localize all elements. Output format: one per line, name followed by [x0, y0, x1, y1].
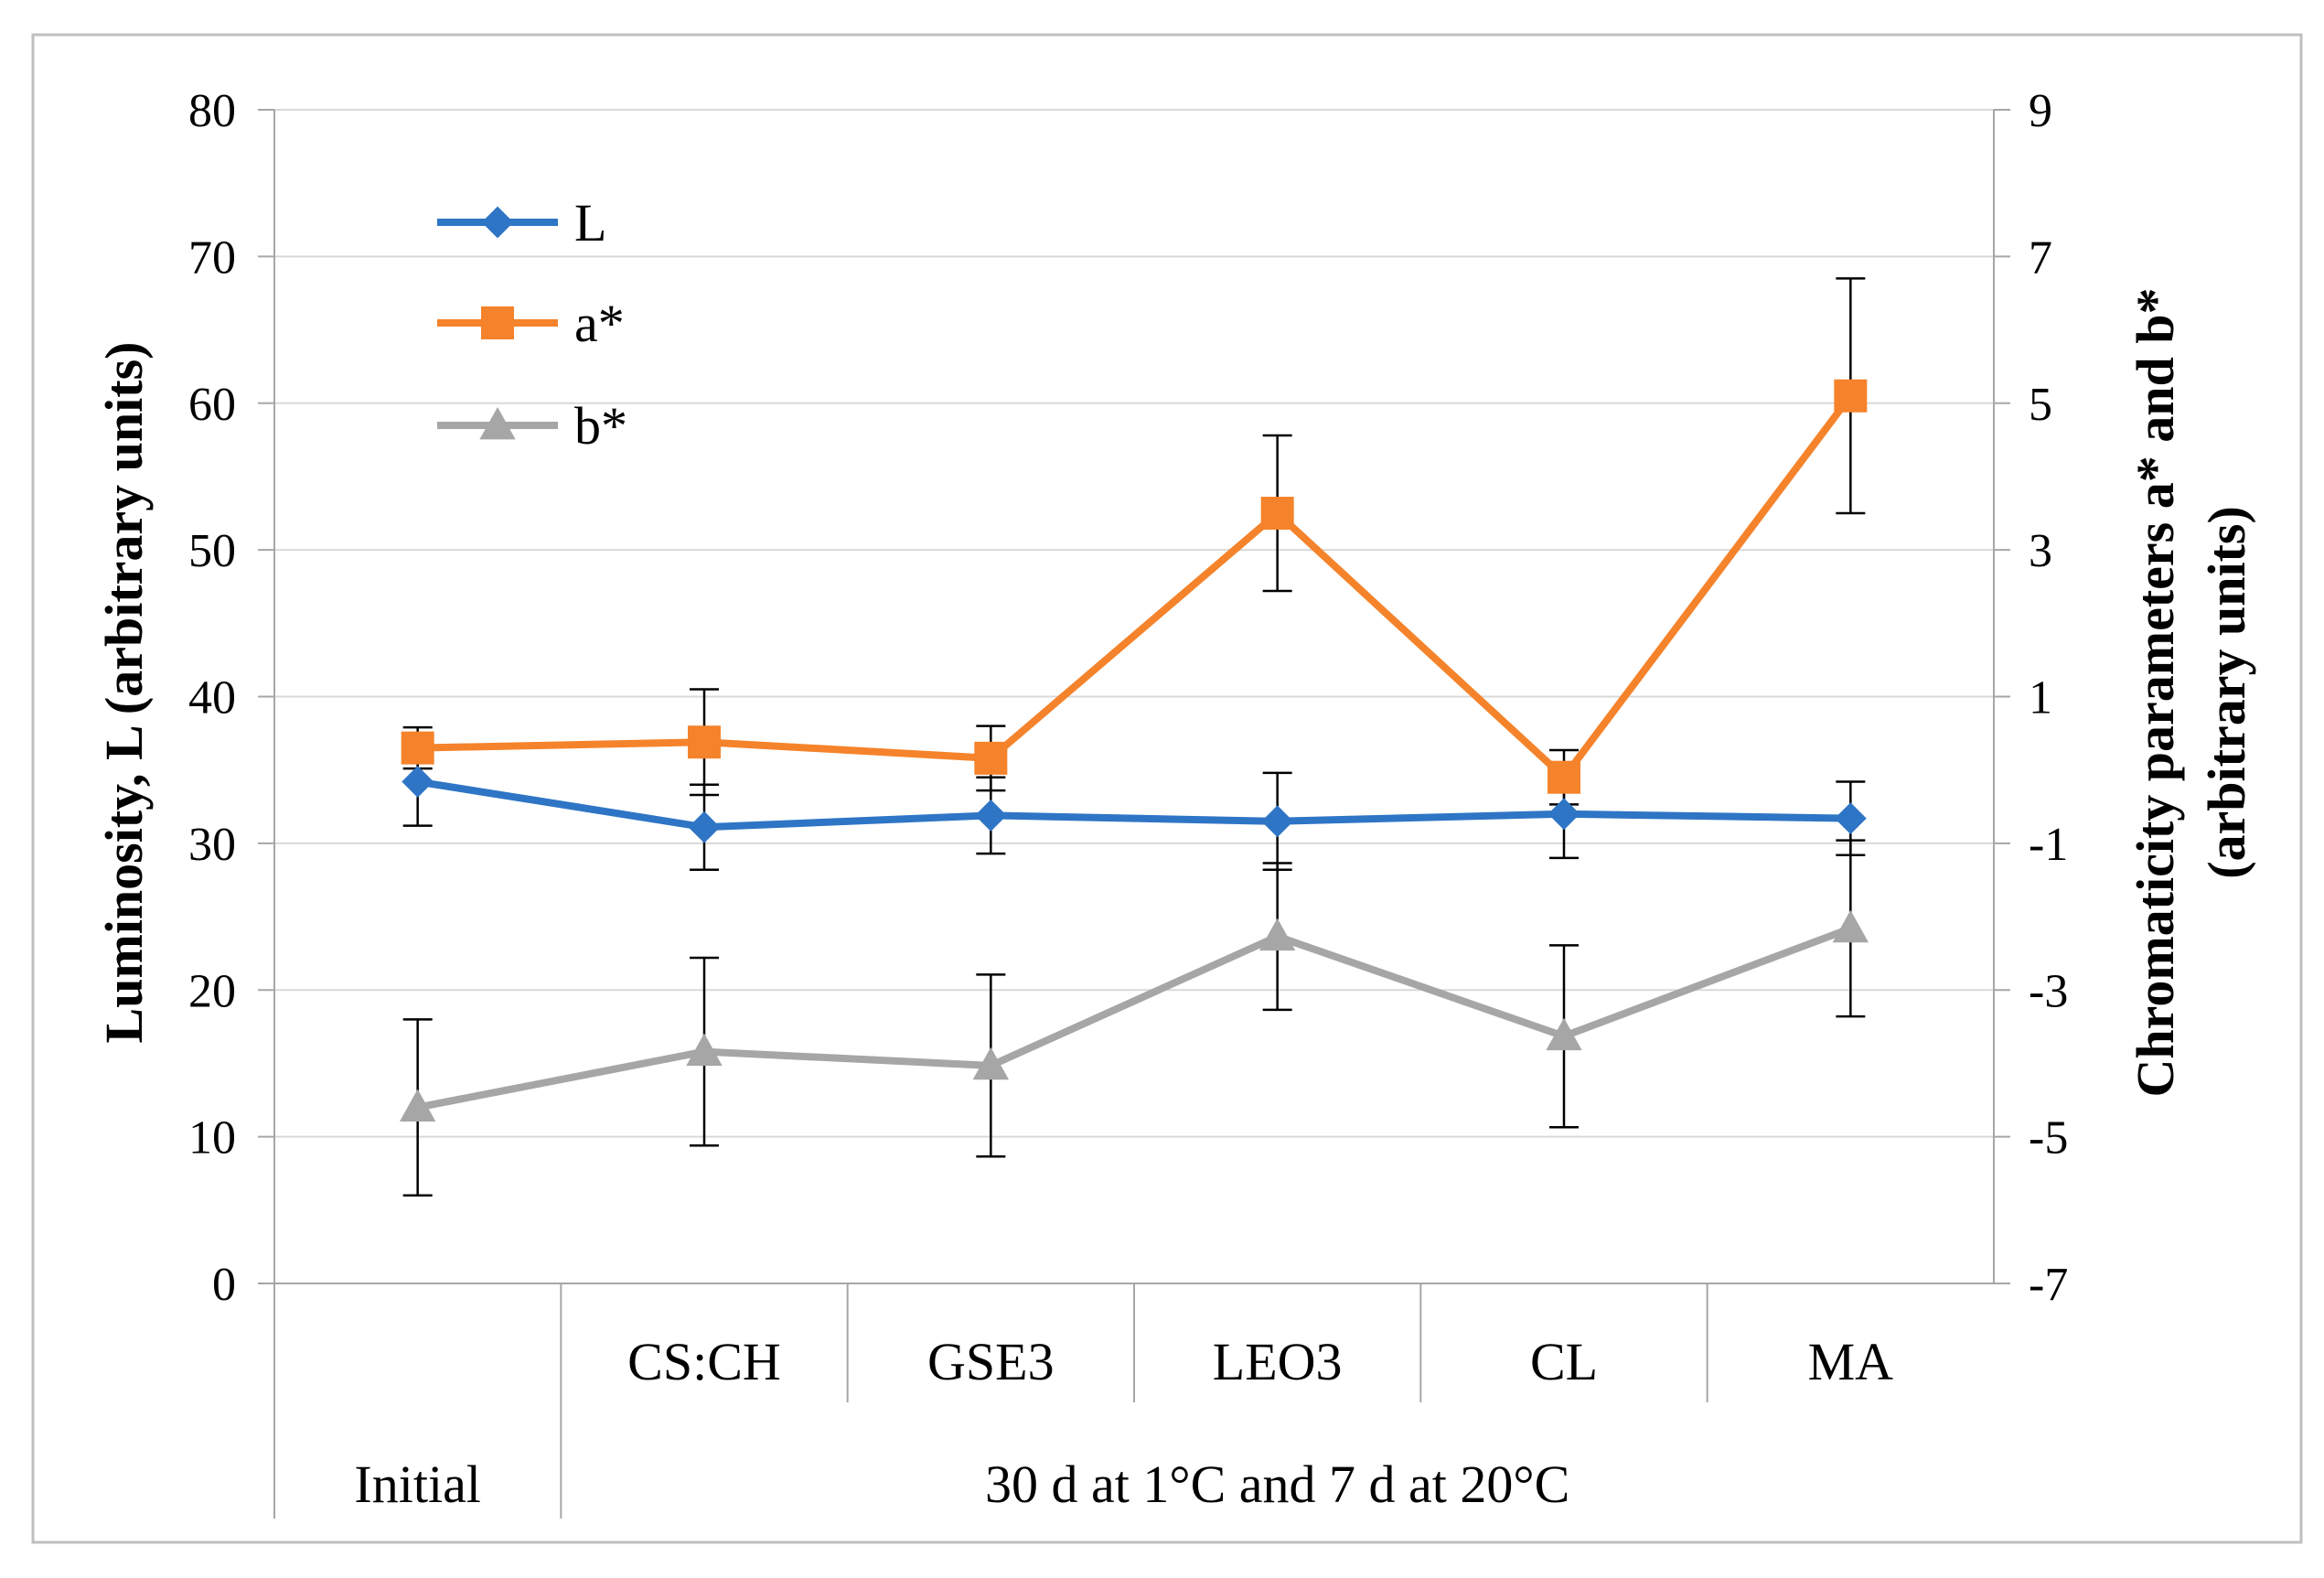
- y-left-tick-label: 60: [188, 379, 236, 431]
- data-point-a: [402, 733, 434, 764]
- legend-label-b: b*: [574, 396, 627, 456]
- data-point-a: [689, 726, 720, 757]
- x-tick-label: CS:CH: [627, 1332, 781, 1391]
- y-axis-right-title-line2: (arbitrary units): [2197, 506, 2256, 879]
- y-left-tick-label: 30: [188, 819, 236, 871]
- data-point-a: [1548, 762, 1580, 793]
- data-point-a: [1835, 381, 1866, 412]
- y-right-tick-label: 5: [2029, 379, 2052, 431]
- x-group-label: Initial: [354, 1455, 481, 1514]
- chart-frame: [33, 35, 2301, 1542]
- y-left-tick-label: 10: [188, 1112, 236, 1165]
- legend-label-a: a*: [574, 294, 625, 353]
- y-left-tick-label: 50: [188, 525, 236, 577]
- y-right-tick-label: -5: [2029, 1112, 2068, 1165]
- y-right-tick-label: 1: [2029, 672, 2052, 725]
- data-point-a: [975, 743, 1006, 774]
- x-group-label: 30 d at 1°C and 7 d at 20°C: [985, 1455, 1569, 1514]
- y-left-tick-label: 80: [188, 85, 236, 137]
- y-axis-left-title: Luminosity, L (arbitrary units): [94, 342, 154, 1044]
- y-right-tick-label: -7: [2029, 1259, 2068, 1311]
- x-tick-label: GSE3: [927, 1332, 1055, 1391]
- x-tick-label: LEO3: [1213, 1332, 1343, 1391]
- y-axis-right-title-line1: Chromaticity parameters a* and b*: [2126, 288, 2185, 1098]
- y-left-tick-label: 40: [188, 672, 236, 725]
- y-left-tick-label: 20: [188, 965, 236, 1017]
- y-right-tick-label: 9: [2029, 85, 2052, 137]
- data-point-a: [1262, 498, 1293, 529]
- legend-marker-a: [482, 307, 513, 338]
- y-left-tick-label: 0: [212, 1259, 236, 1311]
- y-right-tick-label: 3: [2029, 525, 2052, 577]
- y-right-tick-label: 7: [2029, 231, 2052, 284]
- x-tick-label: CL: [1530, 1332, 1598, 1391]
- y-left-tick-label: 70: [188, 231, 236, 284]
- chart: 0 10 20 30 40 50 60 70 80 -7 -5 -3 -1 1 3 5 7 9 CS:CH GSE3…: [0, 0, 2324, 1578]
- y-right-tick-label: -1: [2029, 819, 2068, 871]
- y-right-tick-label: -3: [2029, 965, 2068, 1017]
- legend-label-l: L: [574, 193, 606, 252]
- x-tick-label: MA: [1808, 1332, 1894, 1391]
